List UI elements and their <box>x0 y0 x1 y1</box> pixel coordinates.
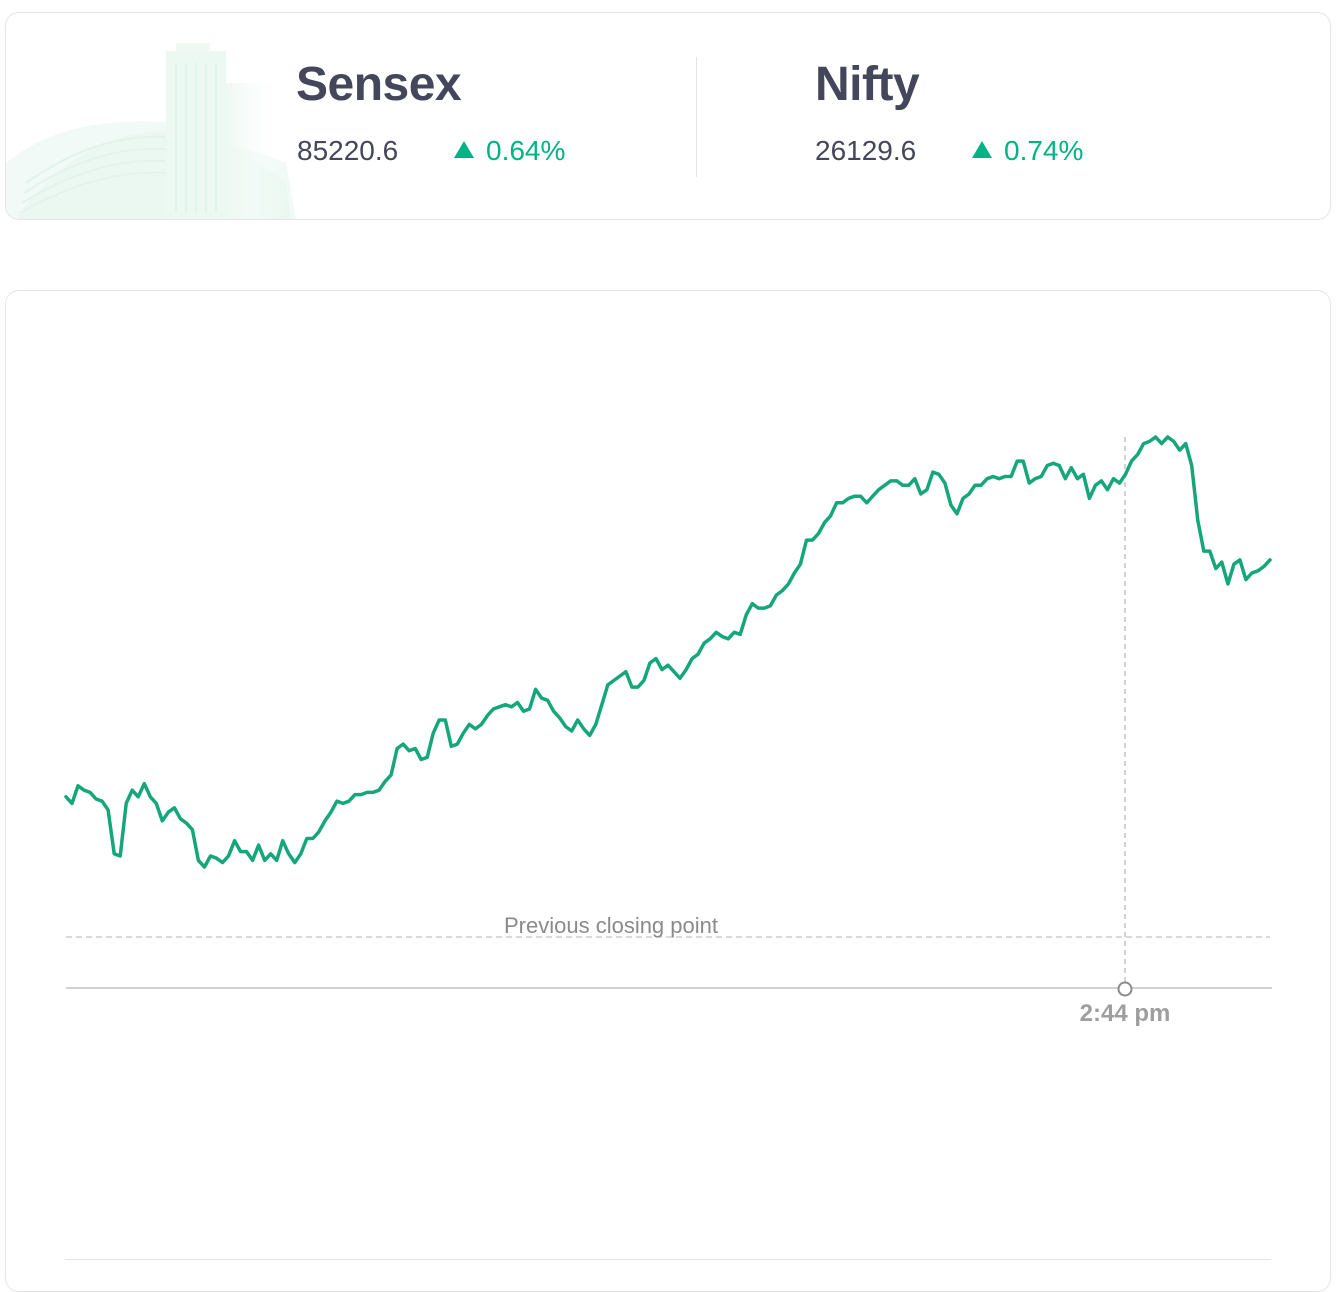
nifty-block[interactable]: Nifty 26129.6 0.74% <box>697 13 1330 219</box>
sensex-name: Sensex <box>296 58 462 111</box>
bottom-divider <box>65 1259 1271 1260</box>
nifty-intraday-chart[interactable]: Previous closing point 2:44 pm <box>6 291 1330 1051</box>
index-divider <box>696 57 697 177</box>
market-indices-card: Sensex 85220.6 0.64% Nifty 26129.6 0.74% <box>5 12 1331 220</box>
previous-close-label: Previous closing point <box>504 913 718 938</box>
up-triangle-icon <box>972 141 992 158</box>
nifty-change-text: 0.74% <box>1004 135 1084 166</box>
nifty-change: 0.74% <box>972 135 1083 167</box>
stock-exchange-building-illustration <box>6 43 296 219</box>
sensex-change: 0.64% <box>454 135 565 167</box>
sensex-change-text: 0.64% <box>486 135 566 166</box>
sensex-value: 85220.6 <box>297 135 399 166</box>
nifty-chart-card: Previous closing point 2:44 pm <box>5 290 1331 1292</box>
hover-time-marker[interactable] <box>1117 981 1133 997</box>
sensex-block[interactable]: Sensex 85220.6 0.64% <box>6 13 696 219</box>
nifty-name: Nifty <box>815 58 920 111</box>
nifty-value: 26129.6 <box>815 135 917 166</box>
up-triangle-icon <box>454 141 474 158</box>
hover-time-label: 2:44 pm <box>1080 1000 1171 1027</box>
series-line-nifty <box>64 435 1272 869</box>
